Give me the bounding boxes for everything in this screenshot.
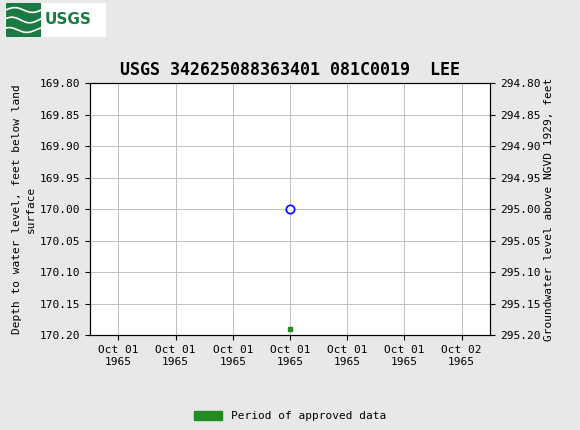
Text: USGS: USGS xyxy=(44,12,91,28)
Y-axis label: Depth to water level, feet below land
surface: Depth to water level, feet below land su… xyxy=(12,84,35,334)
Title: USGS 342625088363401 081C0019  LEE: USGS 342625088363401 081C0019 LEE xyxy=(120,61,460,79)
Bar xyxy=(5,3,106,37)
Legend: Period of approved data: Period of approved data xyxy=(190,407,390,426)
Y-axis label: Groundwater level above NGVD 1929, feet: Groundwater level above NGVD 1929, feet xyxy=(545,77,554,341)
Bar xyxy=(6,3,41,37)
